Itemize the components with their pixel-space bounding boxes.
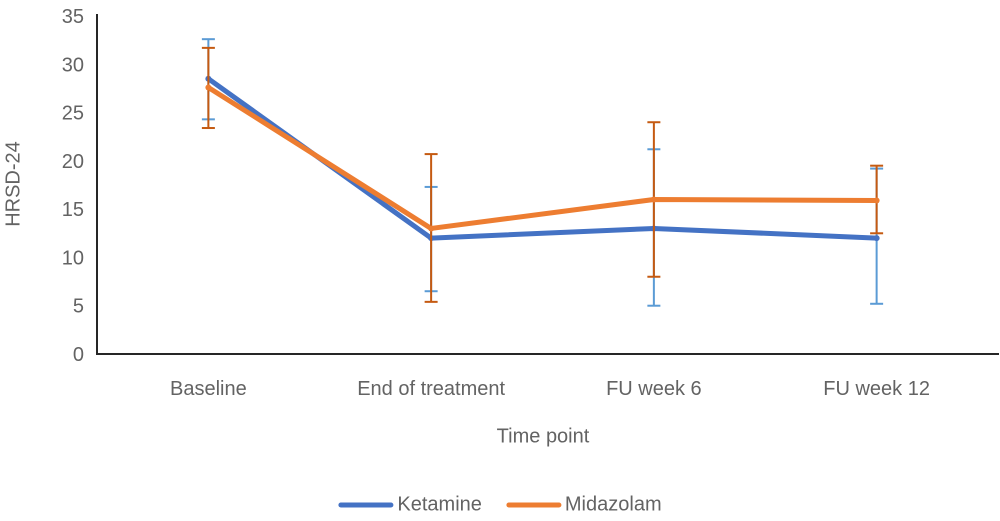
ketamine-line-swatch xyxy=(338,502,394,508)
y-tick-label: 5 xyxy=(73,296,84,318)
y-tick-label: 20 xyxy=(62,151,84,173)
data-point-midazolam xyxy=(650,196,657,203)
x-category-label: FU week 6 xyxy=(606,378,702,400)
x-category-label: End of treatment xyxy=(357,378,505,400)
y-tick-label: 0 xyxy=(73,344,84,366)
legend: Ketamine Midazolam xyxy=(338,493,662,517)
y-tick-label: 35 xyxy=(62,6,84,28)
legend-item-ketamine: Ketamine xyxy=(338,494,482,517)
x-category-label: Baseline xyxy=(170,378,247,400)
x-axis-title: Time point xyxy=(496,425,590,448)
y-tick-label: 25 xyxy=(62,103,84,125)
legend-label-midazolam: Midazolam xyxy=(564,493,662,516)
x-category-label: FU week 12 xyxy=(823,378,930,400)
y-tick-label: 15 xyxy=(62,199,84,221)
series-line-midazolam xyxy=(205,84,880,231)
y-tick-label: 30 xyxy=(62,54,84,76)
legend-label-ketamine: Ketamine xyxy=(397,493,482,516)
data-point-midazolam xyxy=(428,225,435,232)
data-point-midazolam xyxy=(205,84,212,91)
y-tick-label: 10 xyxy=(62,247,84,269)
data-point-midazolam xyxy=(873,197,880,204)
y-axis-title: HRSD-24 xyxy=(2,141,25,227)
midazolam-line-swatch xyxy=(505,502,561,508)
data-point-ketamine xyxy=(873,235,880,242)
legend-item-midazolam: Midazolam xyxy=(505,493,662,517)
